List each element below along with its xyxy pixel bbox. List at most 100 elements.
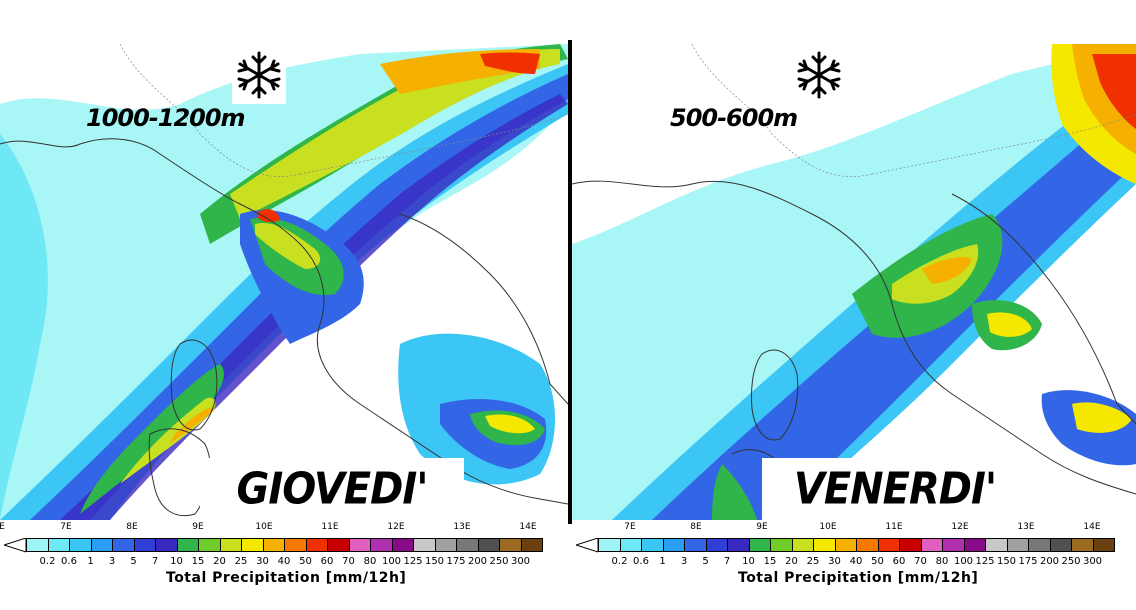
legend-color-cell	[706, 538, 728, 552]
legend-value-label: 200	[467, 556, 488, 567]
legend-color-cell	[663, 538, 685, 552]
legend-value-label: 40	[849, 556, 863, 567]
legend-color-cell	[392, 538, 414, 552]
legend-title: Total Precipitation [mm/12h]	[166, 570, 407, 586]
snow-icon-box	[232, 46, 286, 104]
legend-value-label: 10	[170, 556, 183, 567]
legend-color-cell	[921, 538, 943, 552]
legend-value-label: 30	[256, 556, 269, 567]
snow-icon-box	[792, 46, 846, 104]
legend-color-cell	[964, 538, 986, 552]
legend-color-cell	[749, 538, 771, 552]
panel-divider	[568, 40, 572, 524]
legend-color-cell	[306, 538, 328, 552]
legend-color-cell	[414, 538, 436, 552]
longitude-tick: 13E	[453, 522, 471, 532]
legend-value-label: 250	[1061, 556, 1081, 567]
longitude-tick: 11E	[885, 522, 903, 532]
legend-color-cell	[599, 538, 621, 552]
legend-value-label: 1	[659, 556, 666, 567]
legend-color-cell	[113, 538, 135, 552]
legend-color-cell	[349, 538, 371, 552]
legend-color-cell	[134, 538, 156, 552]
legend-color-cell	[27, 538, 49, 552]
legend-color-cell	[457, 538, 479, 552]
legend-value-label: 70	[342, 556, 355, 567]
day-label-box: GIOVEDI'	[200, 458, 464, 520]
legend-value-label: 80	[363, 556, 377, 567]
legend-value-label: 300	[510, 556, 531, 567]
legend-color-cell	[435, 538, 457, 552]
legend-value-label: 200	[1039, 556, 1060, 567]
legend-color-cell	[478, 538, 500, 552]
legend-value-label: 20	[785, 556, 798, 567]
legend-color-cell	[1093, 538, 1115, 552]
legend-value-label: 100	[381, 556, 402, 567]
legend-color-cell	[285, 538, 307, 552]
legend-color-cell	[156, 538, 178, 552]
legend-color-cell	[878, 538, 900, 552]
longitude-tick: 7E	[60, 522, 72, 532]
day-label: GIOVEDI'	[236, 463, 429, 515]
legend-color-cell	[1007, 538, 1029, 552]
legend-color-cell	[500, 538, 522, 552]
legend-value-label: 50	[299, 556, 312, 567]
legend-color-cell	[177, 538, 199, 552]
legend-title: Total Precipitation [mm/12h]	[738, 570, 979, 586]
snowflake-icon	[237, 51, 281, 99]
legend-value-label: 125	[975, 556, 995, 567]
longitude-tick: 9E	[192, 522, 204, 532]
legend-value-label: 250	[489, 556, 509, 567]
legend-color-cell	[242, 538, 264, 552]
longitude-tick: E	[0, 522, 5, 532]
longitude-tick: 12E	[387, 522, 405, 532]
legend-value-label: 100	[953, 556, 974, 567]
map-panel-thursday: 1000-1200m GIOVEDI'	[0, 44, 568, 520]
legend-value-label: 175	[1018, 556, 1038, 567]
legend-color-cell	[814, 538, 836, 552]
legend-value-label: 15	[763, 556, 777, 567]
legend-value-label: 70	[914, 556, 927, 567]
legend-color-cell	[521, 538, 543, 552]
legend-value-label: 7	[723, 556, 731, 567]
legend-color-cell	[728, 538, 750, 552]
snowflake-icon	[797, 51, 841, 99]
longitude-tick: 12E	[951, 522, 969, 532]
legend-color-cell	[943, 538, 965, 552]
longitude-tick: 13E	[1017, 522, 1035, 532]
legend-color-cell	[835, 538, 857, 552]
longitude-tick: 7E	[624, 522, 636, 532]
day-label: VENERDI'	[793, 463, 997, 515]
legend-value-label: 20	[213, 556, 226, 567]
legend-value-label: 0.2	[611, 556, 628, 567]
legend-value-label: 5	[702, 556, 709, 567]
legend-value-label: 1	[87, 556, 94, 567]
legend-color-cell	[1050, 538, 1072, 552]
legend-value-label: 40	[277, 556, 291, 567]
precipitation-map	[572, 44, 1136, 520]
legend-color-cell	[620, 538, 642, 552]
altitude-label: 1000-1200m	[86, 104, 246, 132]
legend-value-label: 80	[935, 556, 949, 567]
legend-arrow-cap	[4, 538, 26, 553]
longitude-tick: 8E	[690, 522, 702, 532]
map-panel-friday: 500-600m VENERDI'	[572, 44, 1136, 520]
legend-color-cell	[900, 538, 922, 552]
legend-color-cell	[70, 538, 92, 552]
legend-color-cell	[91, 538, 113, 552]
legend-value-label: 50	[871, 556, 884, 567]
legend-color-cell	[771, 538, 793, 552]
legend-value-label: 0.6	[61, 556, 77, 567]
legend-value-label: 60	[320, 556, 334, 567]
longitude-tick: 9E	[756, 522, 768, 532]
longitude-axis-right: 7E 8E 9E 10E 11E 12E 13E 14E	[572, 522, 1136, 536]
day-label-box: VENERDI'	[762, 458, 1028, 520]
legend-color-cell	[857, 538, 879, 552]
legend-value-label: 0.2	[39, 556, 56, 567]
legend-value-label: 25	[806, 556, 820, 567]
longitude-tick: 10E	[255, 522, 273, 532]
legend-color-cell	[48, 538, 70, 552]
legend-color-cell	[328, 538, 350, 552]
longitude-tick: 11E	[321, 522, 339, 532]
legend-value-label: 300	[1082, 556, 1103, 567]
